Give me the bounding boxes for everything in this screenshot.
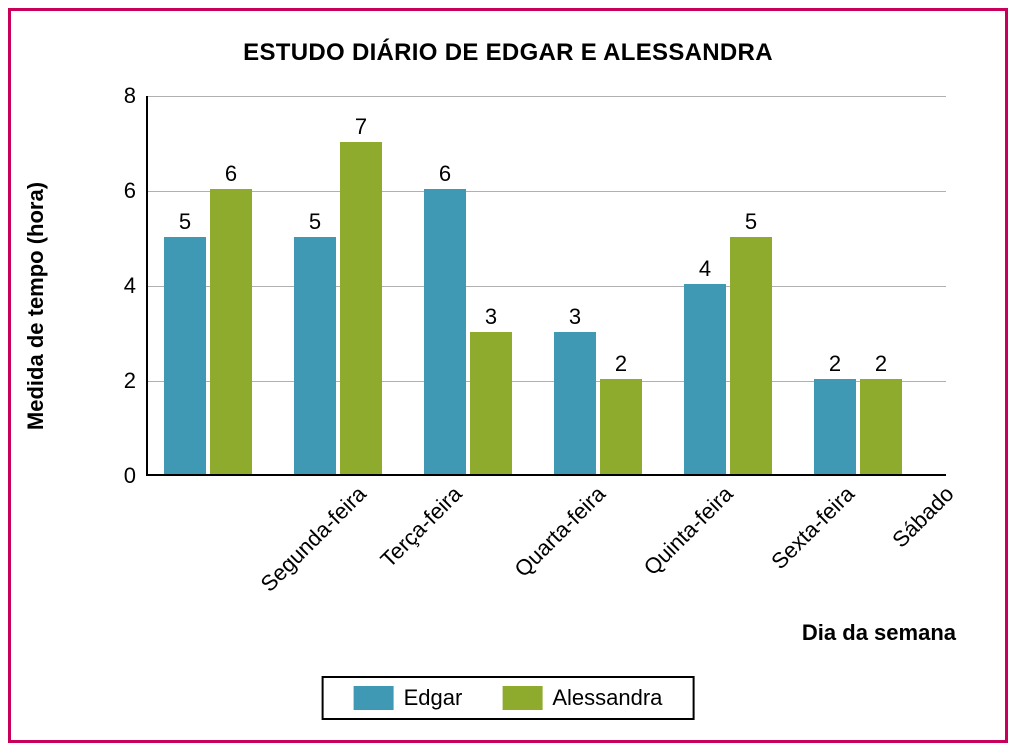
plot-area: 0246856Segunda-feira57Terça-feira63Quart…: [146, 96, 946, 476]
y-tick-label: 8: [124, 83, 148, 109]
bar-group: 32Quinta-feira: [550, 96, 650, 474]
bar: 5: [294, 237, 336, 475]
bar: 4: [684, 284, 726, 474]
bar-group: 56Segunda-feira: [160, 96, 260, 474]
legend: Edgar Alessandra: [322, 676, 695, 720]
bar: 2: [814, 379, 856, 474]
bar: 3: [554, 332, 596, 475]
x-tick-label: Terça-feira: [368, 474, 467, 573]
bar-value-label: 5: [309, 209, 321, 235]
bar: 5: [730, 237, 772, 475]
bar-group: 57Terça-feira: [290, 96, 390, 474]
y-axis-label: Medida de tempo (hora): [23, 182, 49, 430]
legend-label: Edgar: [404, 685, 463, 711]
legend-label: Alessandra: [552, 685, 662, 711]
x-tick-label: Quinta-feira: [632, 474, 739, 581]
y-tick-label: 2: [124, 368, 148, 394]
bar-value-label: 2: [829, 351, 841, 377]
bar: 5: [164, 237, 206, 475]
bar-value-label: 7: [355, 114, 367, 140]
bar-value-label: 5: [179, 209, 191, 235]
x-tick-label: Sexta-feira: [759, 474, 860, 575]
chart-title: ESTUDO DIÁRIO DE EDGAR E ALESSANDRA: [11, 39, 1005, 67]
y-tick-label: 4: [124, 273, 148, 299]
y-tick-label: 6: [124, 178, 148, 204]
bar: 3: [470, 332, 512, 475]
legend-swatch: [502, 686, 542, 710]
bar-group: 22Sábado: [810, 96, 910, 474]
x-tick-label: Sábado: [880, 474, 959, 553]
bar-value-label: 5: [745, 209, 757, 235]
x-tick-label: Quarta-feira: [502, 474, 610, 582]
bar: 7: [340, 142, 382, 475]
bar-value-label: 3: [485, 304, 497, 330]
bar: 6: [210, 189, 252, 474]
bar: 6: [424, 189, 466, 474]
chart-frame: ESTUDO DIÁRIO DE EDGAR E ALESSANDRA Medi…: [8, 8, 1008, 743]
bar-value-label: 3: [569, 304, 581, 330]
bar-value-label: 2: [875, 351, 887, 377]
x-tick-label: Segunda-feira: [248, 474, 371, 597]
bar-value-label: 6: [439, 161, 451, 187]
bar: 2: [860, 379, 902, 474]
bar-group: 45Sexta-feira: [680, 96, 780, 474]
legend-swatch: [354, 686, 394, 710]
x-axis-label: Dia da semana: [802, 620, 956, 646]
legend-item: Alessandra: [502, 685, 662, 711]
bar-value-label: 4: [699, 256, 711, 282]
bar-value-label: 6: [225, 161, 237, 187]
y-tick-label: 0: [124, 463, 148, 489]
legend-item: Edgar: [354, 685, 463, 711]
chart-area: Medida de tempo (hora) 0246856Segunda-fe…: [66, 81, 966, 531]
bar-value-label: 2: [615, 351, 627, 377]
bar-group: 63Quarta-feira: [420, 96, 520, 474]
bar: 2: [600, 379, 642, 474]
